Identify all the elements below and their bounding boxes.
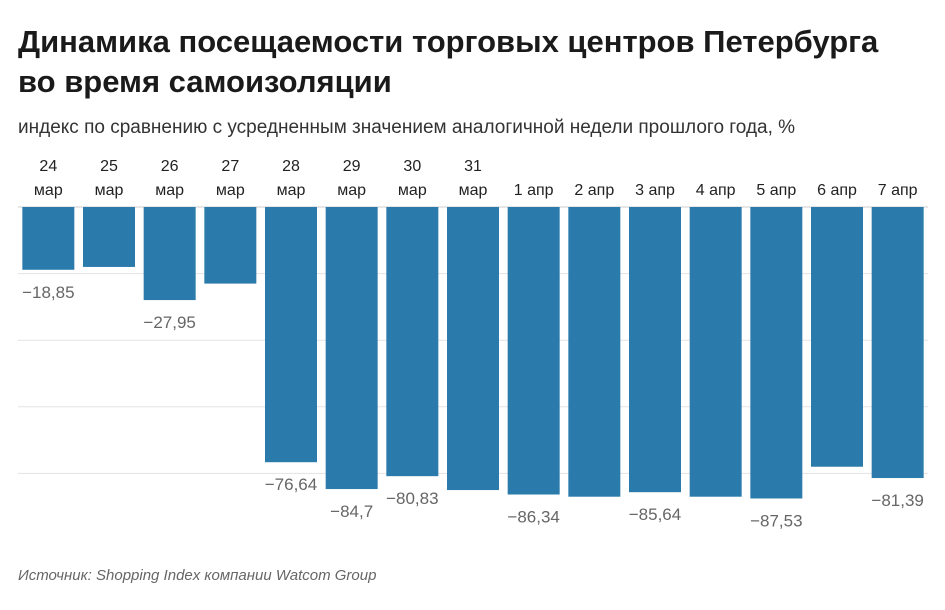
data-label: −87,53 bbox=[750, 511, 802, 530]
category-label: 31 мар bbox=[459, 158, 488, 199]
category-label: 1 апр bbox=[514, 182, 554, 199]
category-label: 2 апр bbox=[574, 182, 614, 199]
data-label: −27,95 bbox=[143, 313, 195, 332]
category-label: 4 апр bbox=[696, 182, 736, 199]
bar bbox=[386, 207, 439, 477]
bar bbox=[811, 207, 863, 467]
source-note: Источник: Shopping Index компании Watcom… bbox=[18, 567, 377, 584]
category-labels: 24 мар 25 мар 26 мар 27 мар 28 мар 29 мар 30 мар 31 мар… bbox=[34, 158, 918, 199]
data-label: −18,85 bbox=[22, 283, 74, 302]
data-label: −80,83 bbox=[386, 489, 438, 508]
bar bbox=[568, 207, 621, 497]
data-label: −85,64 bbox=[629, 505, 681, 524]
chart-subtitle: индекс по сравнению с усредненным значен… bbox=[18, 117, 796, 138]
bar bbox=[447, 207, 499, 491]
bar bbox=[629, 207, 681, 493]
bar-chart: 24 мар 25 мар 26 мар 27 мар 28 мар 29 мар 30 мар 31 мар… bbox=[18, 158, 928, 531]
data-label: −76,64 bbox=[265, 475, 317, 494]
bar bbox=[750, 207, 803, 499]
bar bbox=[143, 207, 196, 301]
value-labels: −18,85 −27,95 −76,64 −84,7 −80,83 −86,34 −85,6… bbox=[22, 283, 924, 531]
category-label: 24 мар bbox=[34, 158, 63, 199]
bar bbox=[325, 207, 378, 490]
category-label: 5 апр bbox=[756, 182, 796, 199]
bar bbox=[507, 207, 560, 495]
bar bbox=[22, 207, 75, 270]
bar bbox=[265, 207, 317, 463]
category-label: 26 мар bbox=[155, 158, 184, 199]
data-label: −86,34 bbox=[507, 508, 559, 527]
category-label: 6 апр bbox=[817, 182, 857, 199]
bars bbox=[22, 207, 924, 499]
category-label: 25 мар bbox=[95, 158, 124, 199]
bar bbox=[689, 207, 742, 497]
bar bbox=[83, 207, 135, 267]
category-label: 29 мар bbox=[337, 158, 366, 199]
category-label: 28 мар bbox=[277, 158, 306, 199]
bar bbox=[871, 207, 924, 479]
bar bbox=[204, 207, 257, 284]
category-label: 3 апр bbox=[635, 182, 675, 199]
data-label: −84,7 bbox=[330, 502, 373, 521]
data-label: −81,39 bbox=[871, 491, 923, 510]
chart-title: Динамика посещаемости торговых центров П… bbox=[18, 24, 879, 99]
category-label: 27 мар bbox=[216, 158, 245, 199]
category-label: 30 мар bbox=[398, 158, 427, 199]
category-label: 7 апр bbox=[878, 182, 918, 199]
